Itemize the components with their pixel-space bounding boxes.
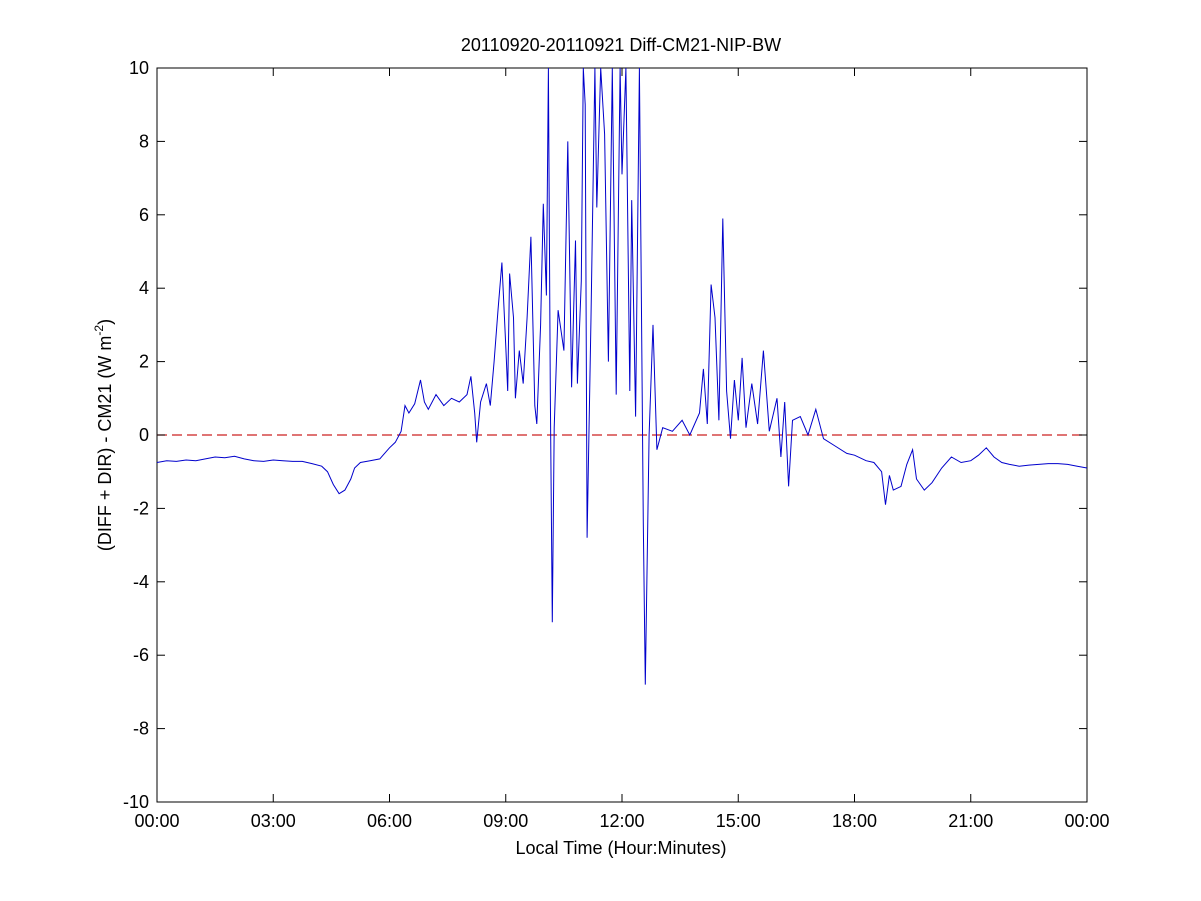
y-axis-label: (DIFF + DIR) - CM21 (W m-2) — [92, 319, 115, 551]
y-tick-label: 4 — [139, 278, 149, 298]
x-tick-label: 00:00 — [134, 811, 179, 831]
y-axis-label-end: ) — [95, 319, 115, 325]
plot-area — [156, 67, 1088, 803]
x-axis-ticks: 00:00 03:00 06:00 09:00 12:00 15:00 18:00 21:00… — [134, 68, 1110, 831]
y-axis-ticks: 10 8 6 4 2 0 -2 -4 -6 -8 -10 — [123, 58, 1087, 812]
x-axis-label: Local Time (Hour:Minutes) — [515, 838, 726, 858]
y-tick-label: 10 — [129, 58, 149, 78]
y-tick-label: 6 — [139, 205, 149, 225]
x-tick-label: 12:00 — [599, 811, 644, 831]
y-tick-label: 8 — [139, 131, 149, 151]
y-tick-label: -10 — [123, 792, 149, 812]
y-tick-label: 0 — [139, 425, 149, 445]
x-tick-label: 03:00 — [251, 811, 296, 831]
chart-title: 20110920-20110921 Diff-CM21-NIP-BW — [461, 35, 781, 55]
y-tick-label: -6 — [133, 645, 149, 665]
y-axis-label-main: (DIFF + DIR) - CM21 (W m — [95, 336, 115, 551]
x-tick-label: 18:00 — [832, 811, 877, 831]
x-tick-label: 15:00 — [716, 811, 761, 831]
x-tick-label: 21:00 — [948, 811, 993, 831]
x-tick-label: 09:00 — [483, 811, 528, 831]
y-tick-label: -8 — [133, 719, 149, 739]
x-tick-label: 06:00 — [367, 811, 412, 831]
y-tick-label: -4 — [133, 572, 149, 592]
series-line — [156, 67, 1088, 685]
x-tick-label: 00:00 — [1064, 811, 1109, 831]
y-axis-label-sup: -2 — [92, 325, 106, 336]
y-tick-label: -2 — [133, 498, 149, 518]
y-tick-label: 2 — [139, 352, 149, 372]
